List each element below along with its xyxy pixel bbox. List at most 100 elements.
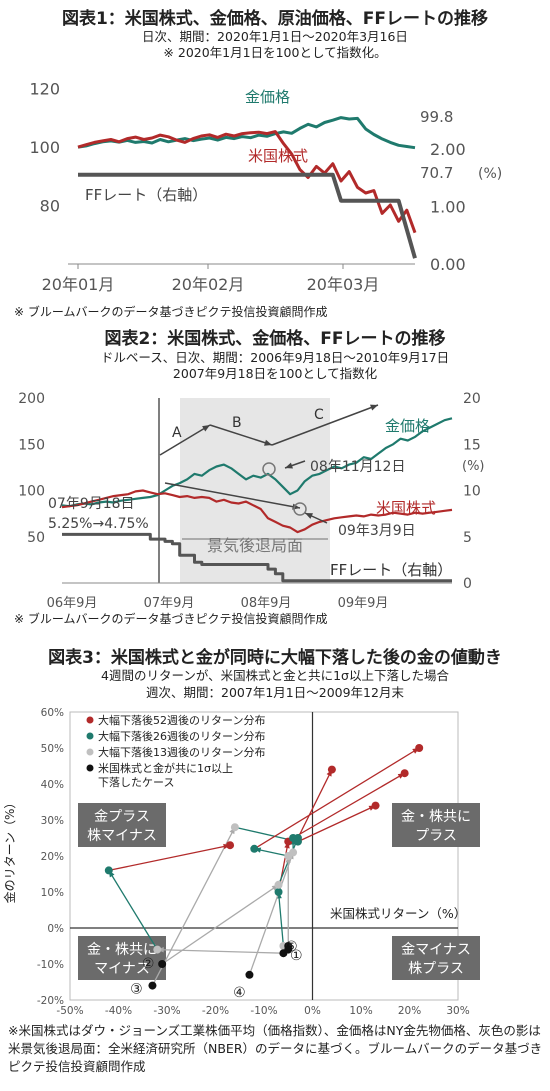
chart1-subtitle: 日次、期間：2020年1月1日～2020年3月16日 (142, 29, 408, 44)
quadrant-box (392, 803, 480, 847)
label-rate-cut: 5.25%→4.75% (48, 516, 149, 532)
point-start (158, 960, 167, 968)
point-start (284, 945, 293, 954)
y-right-unit: (%) (462, 459, 485, 474)
legend-label: 大幅下落後52週後のリターン分布 (98, 713, 265, 727)
y-right-tick: 1.00 (430, 197, 466, 216)
y-left-tick: 120 (29, 80, 60, 99)
y-left-tick: 100 (29, 138, 60, 157)
chart2-source: ※ ブルームバークのデータ基づきピクテ投信投資顧問作成 (14, 612, 328, 626)
label-date-start: 07年9月18日 (48, 496, 135, 512)
quadrant-label: プラス (415, 828, 457, 844)
legend-dot (86, 764, 94, 772)
legend-label: 下落したケース (98, 776, 174, 789)
arrow-52w (108, 844, 231, 872)
series-label-gold: 金価格 (245, 88, 290, 106)
x-tick: 30% (446, 1005, 469, 1017)
legend-dot (86, 748, 94, 756)
arrow-c (271, 404, 379, 446)
y-axis-label: 金のリターン（%） (2, 797, 17, 904)
x-tick: 09年9月 (338, 596, 389, 608)
label-08-11-12: 08年11月12日 (310, 459, 405, 475)
series-line-1 (61, 489, 453, 534)
x-tick: 20% (398, 1005, 421, 1017)
recession-label: 景気後退局面 (207, 536, 303, 555)
x-tick: -30% (153, 1005, 180, 1017)
arrow-52w (297, 805, 376, 843)
chart3-footnote: ※米国株式はダウ・ジョーンズ工業株価平均（価格指数）、金価格はNY金先物価格、灰… (8, 1023, 543, 1074)
arrow-b (209, 424, 273, 446)
y-right-tick: 0 (463, 576, 472, 592)
y-left-tick: 100 (18, 484, 45, 500)
label-b: B (232, 415, 242, 431)
legend-dot (86, 716, 94, 724)
point-13w (230, 823, 239, 832)
legend-label: 大幅下落後13週後のリターン分布 (98, 745, 265, 759)
y-tick: 50% (41, 743, 64, 755)
x-tick: 20年02月 (172, 275, 245, 294)
y-right-unit: (%) (478, 166, 502, 182)
arrow-equity (164, 482, 301, 509)
x-tick: 07年9月 (144, 596, 195, 608)
x-tick: 10% (349, 1005, 372, 1017)
quadrant-label: 金マイナス (401, 942, 471, 958)
arrow-a-head (202, 425, 210, 432)
quadrant-box (392, 936, 480, 980)
x-tick: 20年01月 (42, 275, 115, 294)
arrow-13w (157, 948, 284, 954)
chart1-title: 図表1：米国株式、金価格、原油価格、FFレートの推移 (61, 9, 489, 29)
arrow-13w (151, 826, 236, 986)
y-right-tick: 10 (463, 484, 481, 500)
arrow-b-head (264, 439, 272, 446)
point-52w (400, 769, 409, 778)
legend-label: 米国株式と金が共に1σ以上 (98, 761, 233, 775)
y-right-tick: 5 (463, 530, 472, 546)
y-tick: -20% (37, 995, 64, 1007)
x-tick: -40% (105, 1005, 132, 1017)
quadrant-label: 株プラス (408, 961, 464, 977)
series-label-equity: 米国株式 (376, 499, 436, 517)
series-label-ff: FFレート（右軸） (85, 186, 207, 204)
point-26w (104, 866, 113, 875)
label-c: C (314, 407, 324, 423)
mark-09-3-9 (293, 502, 307, 516)
arrow-note-08-head (285, 462, 293, 469)
chart2-title: 図表2：米国株式、金価格、FFレートの推移 (104, 329, 446, 349)
point-26w (274, 888, 283, 896)
y-tick: 20% (41, 851, 64, 863)
series-label-equity: 米国株式 (248, 147, 308, 165)
chart2-subtitle: ドルベース、日次、期間：2006年9月18日～2010年9月17日 (100, 350, 450, 365)
x-tick: 20年03月 (307, 275, 380, 294)
series-label-ff: FFレート（右軸） (330, 561, 452, 579)
series-line-0 (61, 417, 453, 508)
arrow-note-09-head (305, 513, 313, 519)
point-13w (274, 880, 283, 889)
chart1-plot: 120 100 80 2.00 1.00 0.00 (%) 20年01月 20年02月 20年03… (29, 80, 502, 294)
end-label-equity: 70.7 (420, 164, 453, 182)
x-tick: 06年9月 (47, 596, 98, 608)
chart1-source: ※ ブルームバークのデータ基づきピクテ投信投資顧問作成 (14, 305, 328, 319)
plot-frame (69, 711, 459, 1001)
y-tick: 40% (41, 779, 64, 791)
x-tick: 08年9月 (241, 596, 292, 608)
y-left-tick: 80 (40, 197, 60, 216)
quadrant-label: マイナス (94, 961, 150, 977)
chart3-title: 図表3：米国株式と金が同時に大幅下落した後の金の値動き (48, 648, 502, 668)
y-right-tick: 0.00 (430, 255, 466, 274)
series-line-0 (77, 116, 416, 150)
y-right-tick: 15 (463, 437, 481, 453)
series-line-2 (62, 532, 452, 583)
chart3-subtitle: 4週間のリターンが、米国株式と金と共に1σ以上下落した場合 (101, 668, 449, 683)
case-id: ④ (233, 985, 246, 1001)
y-left-tick: 200 (18, 391, 45, 407)
end-label-gold: 99.8 (420, 108, 453, 126)
y-tick: 60% (41, 707, 64, 719)
point-13w (153, 945, 162, 954)
label-09-3-9: 09年3月9日 (338, 523, 416, 539)
arrow-26w (108, 870, 158, 950)
y-tick: 30% (41, 815, 64, 827)
case-id: ① (290, 948, 303, 964)
x-tick: -10% (250, 1005, 277, 1017)
legend-label: 大幅下落後26週後のリターン分布 (98, 729, 265, 743)
